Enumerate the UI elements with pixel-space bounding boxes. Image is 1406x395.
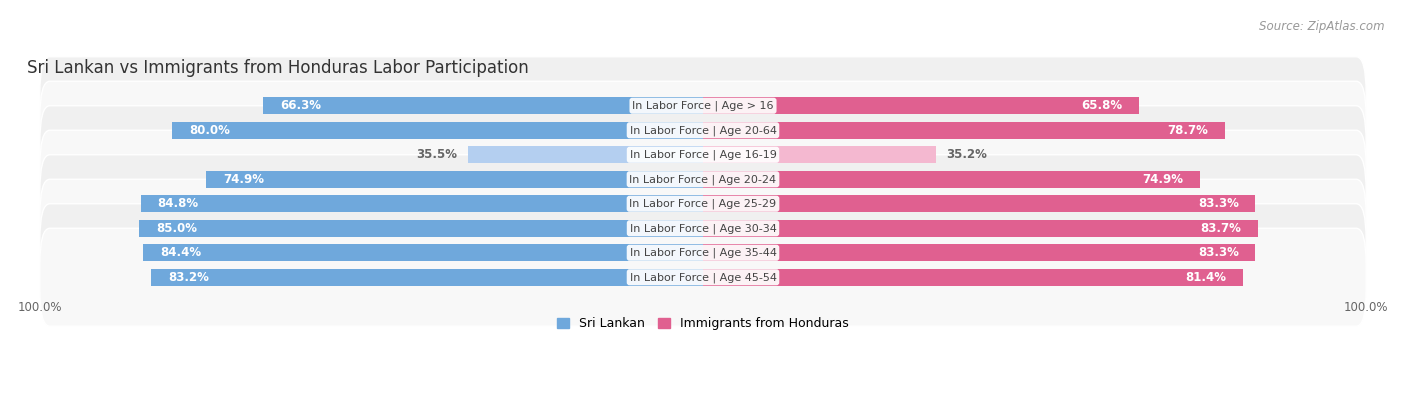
Bar <box>39 241 1367 265</box>
Text: 84.8%: 84.8% <box>157 197 198 210</box>
Bar <box>139 220 703 237</box>
Bar <box>39 143 1367 167</box>
Text: 74.9%: 74.9% <box>1142 173 1182 186</box>
Bar <box>703 122 1225 139</box>
Legend: Sri Lankan, Immigrants from Honduras: Sri Lankan, Immigrants from Honduras <box>553 312 853 335</box>
FancyBboxPatch shape <box>39 81 1367 179</box>
Bar <box>703 196 1256 212</box>
Text: 35.5%: 35.5% <box>416 148 457 161</box>
Text: 35.2%: 35.2% <box>946 148 987 161</box>
Text: In Labor Force | Age 30-34: In Labor Force | Age 30-34 <box>630 223 776 233</box>
Text: In Labor Force | Age 20-64: In Labor Force | Age 20-64 <box>630 125 776 135</box>
Text: 84.4%: 84.4% <box>160 246 201 259</box>
Text: 83.2%: 83.2% <box>167 271 208 284</box>
Bar <box>207 171 703 188</box>
Bar <box>141 196 703 212</box>
Bar <box>703 220 1258 237</box>
Bar <box>703 171 1199 188</box>
FancyBboxPatch shape <box>39 228 1367 326</box>
Bar <box>39 167 1367 192</box>
Bar <box>703 98 1139 114</box>
Bar <box>703 147 936 163</box>
FancyBboxPatch shape <box>39 106 1367 204</box>
Text: In Labor Force | Age 16-19: In Labor Force | Age 16-19 <box>630 149 776 160</box>
Bar <box>263 98 703 114</box>
Bar <box>173 122 703 139</box>
FancyBboxPatch shape <box>39 179 1367 277</box>
Bar <box>703 245 1256 261</box>
Bar <box>39 94 1367 118</box>
Text: 65.8%: 65.8% <box>1081 99 1123 112</box>
FancyBboxPatch shape <box>39 155 1367 253</box>
Text: 74.9%: 74.9% <box>224 173 264 186</box>
Bar <box>143 245 703 261</box>
Bar <box>39 192 1367 216</box>
Text: 85.0%: 85.0% <box>156 222 197 235</box>
FancyBboxPatch shape <box>39 57 1367 155</box>
Text: In Labor Force | Age 20-24: In Labor Force | Age 20-24 <box>630 174 776 184</box>
Text: In Labor Force | Age 25-29: In Labor Force | Age 25-29 <box>630 199 776 209</box>
Text: In Labor Force | Age > 16: In Labor Force | Age > 16 <box>633 100 773 111</box>
Bar <box>703 269 1243 286</box>
Text: Sri Lankan vs Immigrants from Honduras Labor Participation: Sri Lankan vs Immigrants from Honduras L… <box>27 60 529 77</box>
Bar <box>152 269 703 286</box>
Bar <box>468 147 703 163</box>
Text: 78.7%: 78.7% <box>1167 124 1208 137</box>
Bar <box>39 265 1367 290</box>
Text: Source: ZipAtlas.com: Source: ZipAtlas.com <box>1260 20 1385 33</box>
Bar <box>39 118 1367 143</box>
Text: 80.0%: 80.0% <box>188 124 231 137</box>
FancyBboxPatch shape <box>39 204 1367 302</box>
Text: In Labor Force | Age 35-44: In Labor Force | Age 35-44 <box>630 248 776 258</box>
Text: 83.3%: 83.3% <box>1198 197 1239 210</box>
Text: In Labor Force | Age 45-54: In Labor Force | Age 45-54 <box>630 272 776 282</box>
Text: 81.4%: 81.4% <box>1185 271 1226 284</box>
Text: 66.3%: 66.3% <box>280 99 321 112</box>
Bar <box>39 216 1367 241</box>
Text: 83.3%: 83.3% <box>1198 246 1239 259</box>
Text: 83.7%: 83.7% <box>1201 222 1241 235</box>
FancyBboxPatch shape <box>39 130 1367 228</box>
